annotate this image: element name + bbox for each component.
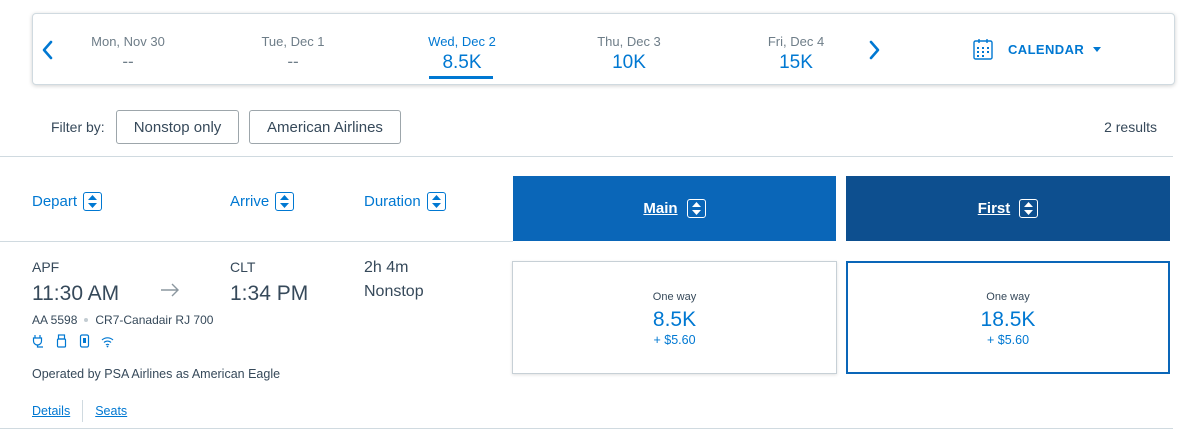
caret-down-icon [1093, 46, 1102, 52]
operated-by: Operated by PSA Airlines as American Eag… [32, 367, 281, 381]
date-price: -- [122, 52, 134, 71]
details-link[interactable]: Details [32, 404, 71, 418]
stops-label: Nonstop [364, 283, 424, 300]
link-separator [82, 400, 84, 422]
amenities [32, 334, 114, 348]
fare-miles: 8.5K [652, 308, 697, 331]
previous-dates-button[interactable] [36, 36, 58, 64]
flight-duration: 2h 4m [364, 259, 409, 276]
date-option-dec1[interactable]: Tue, Dec 1 -- [223, 14, 363, 86]
sort-arrive-button[interactable]: Arrive [230, 192, 295, 211]
depart-time: 11:30 AM [32, 282, 120, 305]
fare-miles: 18.5K [980, 308, 1036, 331]
flight-links: Details Seats [32, 400, 127, 422]
sort-main-cabin-button[interactable]: Main [513, 176, 836, 241]
date-price: 15K [779, 52, 813, 73]
arrow-right-icon [160, 283, 180, 297]
date-option-dec2-selected[interactable]: Wed, Dec 2 8.5K [392, 14, 532, 86]
calendar-dropdown[interactable]: CALENDAR [973, 38, 1102, 60]
first-cabin-label: First [977, 200, 1011, 217]
fare-tax: + $5.60 [653, 333, 696, 347]
filter-nonstop-button[interactable]: Nonstop only [116, 110, 239, 144]
results-count: 2 results [1104, 119, 1157, 135]
sort-depart-button[interactable]: Depart [32, 192, 103, 211]
divider [0, 156, 1173, 157]
date-price: 8.5K [442, 52, 482, 73]
fare-type: One way [652, 291, 697, 303]
divider [0, 241, 513, 242]
date-label: Fri, Dec 4 [767, 34, 825, 49]
divider [0, 428, 1173, 429]
date-label: Mon, Nov 30 [91, 34, 165, 49]
first-fare-option[interactable]: One way 18.5K + $5.60 [846, 261, 1170, 374]
calendar-icon [973, 38, 993, 60]
arrive-time: 1:34 PM [230, 282, 309, 305]
date-label: Tue, Dec 1 [261, 34, 325, 49]
chevron-left-icon [42, 40, 53, 60]
next-dates-button[interactable] [864, 36, 886, 64]
calendar-label: CALENDAR [1008, 41, 1085, 57]
sort-icon [1019, 199, 1039, 218]
arrive-header-label: Arrive [230, 193, 270, 210]
fare-tax: + $5.60 [986, 333, 1030, 347]
sort-icon [83, 192, 103, 211]
main-cabin-label: Main [643, 200, 678, 217]
date-option-dec3[interactable]: Thu, Dec 3 10K [559, 14, 699, 86]
depart-header-label: Depart [32, 193, 78, 210]
sort-duration-button[interactable]: Duration [364, 192, 446, 211]
sort-icon [426, 192, 446, 211]
fare-type: One way [986, 291, 1030, 303]
seats-link[interactable]: Seats [95, 404, 128, 418]
date-label: Thu, Dec 3 [597, 34, 661, 49]
usb-icon [56, 334, 67, 348]
phone-icon [79, 334, 90, 348]
sort-icon [686, 199, 706, 218]
date-price: 10K [612, 52, 646, 73]
filter-bar: Filter by: Nonstop only American Airline… [0, 108, 1200, 148]
main-fare-option[interactable]: One way 8.5K + $5.60 [512, 261, 837, 374]
chevron-right-icon [869, 40, 880, 60]
duration-header-label: Duration [364, 193, 421, 210]
arrive-airport: CLT [230, 259, 256, 275]
sort-icon [275, 192, 295, 211]
date-strip: Mon, Nov 30 -- Tue, Dec 1 -- Wed, Dec 2 … [32, 13, 1175, 85]
date-option-nov30[interactable]: Mon, Nov 30 -- [58, 14, 198, 86]
aircraft-type: CR7-Canadair RJ 700 [95, 313, 214, 327]
wifi-icon [101, 337, 114, 348]
filter-label: Filter by: [51, 119, 105, 135]
sort-first-cabin-button[interactable]: First [846, 176, 1170, 241]
date-price: -- [287, 52, 299, 71]
flight-info: AA 5598 CR7-Canadair RJ 700 [32, 313, 213, 327]
selected-date-indicator [429, 76, 493, 79]
date-option-dec4[interactable]: Fri, Dec 4 15K [726, 14, 866, 86]
separator-dot [84, 318, 89, 322]
flight-number: AA 5598 [32, 313, 78, 327]
power-outlet-icon [32, 335, 43, 348]
date-label: Wed, Dec 2 [428, 34, 496, 49]
depart-airport: APF [32, 259, 60, 275]
filter-american-airlines-button[interactable]: American Airlines [249, 110, 401, 144]
